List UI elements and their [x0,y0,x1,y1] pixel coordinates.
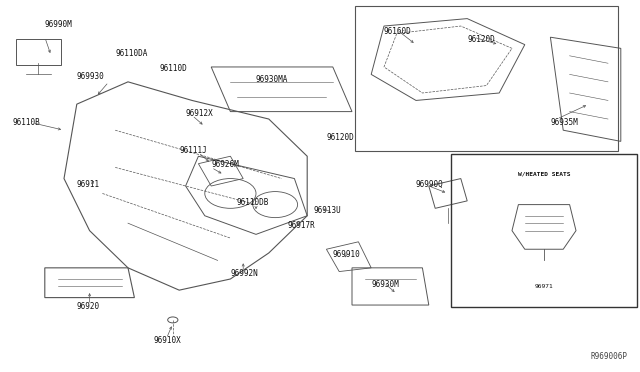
Text: 96920: 96920 [77,302,100,311]
Text: 96910X: 96910X [154,336,181,345]
Text: 96110DB: 96110DB [237,198,269,207]
Text: 96992N: 96992N [230,269,258,278]
Text: 96110DA: 96110DA [115,49,148,58]
Text: 96120D: 96120D [467,35,495,44]
Text: 96110D: 96110D [160,64,188,73]
Text: 96930MA: 96930MA [256,76,289,84]
Text: 969910: 969910 [333,250,360,259]
Text: 96913U: 96913U [314,206,341,215]
Text: W/HEATED SEATS: W/HEATED SEATS [518,171,570,176]
Text: R969006P: R969006P [590,352,627,361]
Text: 96926M: 96926M [211,160,239,169]
Text: 96990M: 96990M [45,20,72,29]
Text: 96971: 96971 [534,284,554,289]
Text: 96935M: 96935M [550,118,578,127]
Text: 96110B: 96110B [13,118,40,127]
Text: 96917R: 96917R [288,221,316,230]
Text: 96111J: 96111J [179,146,207,155]
Text: 96911: 96911 [77,180,100,189]
Text: 96120D: 96120D [326,133,354,142]
Text: 96990Q: 96990Q [416,180,444,189]
Text: 96912X: 96912X [186,109,213,118]
Text: 969930: 969930 [77,72,104,81]
Text: 96160D: 96160D [384,27,412,36]
Text: 96930M: 96930M [371,280,399,289]
